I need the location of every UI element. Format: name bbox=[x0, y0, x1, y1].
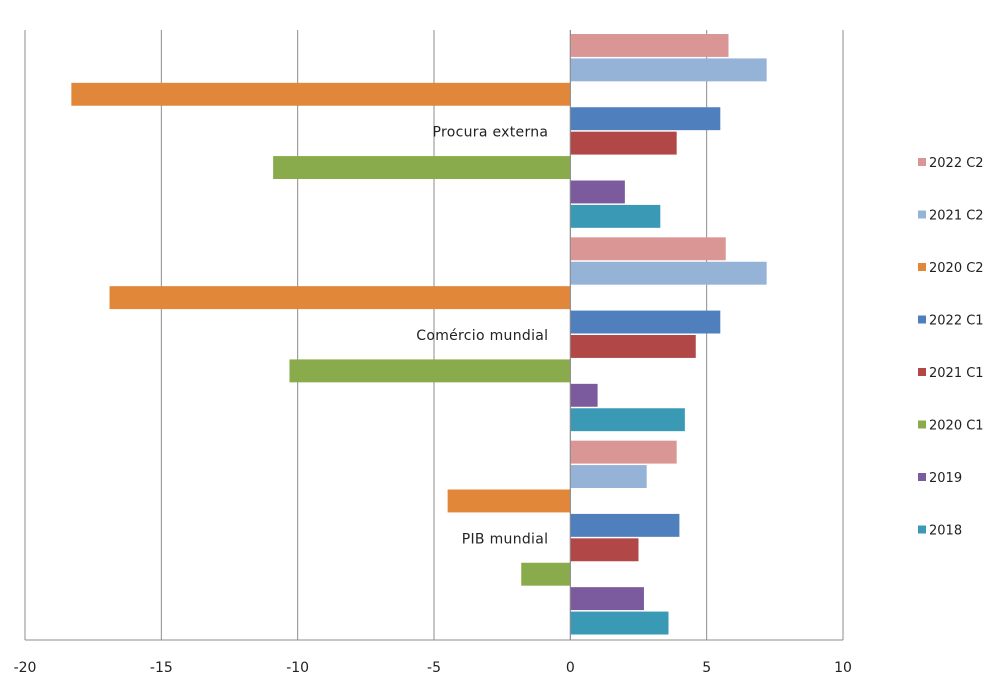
legend-swatch bbox=[918, 210, 926, 219]
x-tick-label: 10 bbox=[834, 660, 852, 676]
bar-layer bbox=[71, 34, 767, 635]
legend-swatch bbox=[918, 315, 926, 324]
bar-2019 bbox=[570, 383, 598, 407]
axis-layer: -20 -15 -10 -5 0 5 10 bbox=[14, 30, 852, 676]
bar-2021-c2 bbox=[570, 465, 647, 488]
legend-swatch bbox=[918, 158, 926, 166]
bar-2021-c1 bbox=[570, 538, 639, 562]
legend-swatch bbox=[918, 263, 926, 271]
x-tick-label: 0 bbox=[566, 660, 575, 676]
x-tick-label: -15 bbox=[150, 660, 173, 676]
bar-2021-c1 bbox=[570, 335, 696, 358]
category-label: Comércio mundial bbox=[416, 328, 548, 344]
legend-label: 2020 C1 bbox=[929, 419, 984, 434]
bar-2022-c2 bbox=[570, 440, 677, 464]
legend-swatch bbox=[918, 420, 926, 429]
bar-2019 bbox=[570, 587, 644, 611]
legend-label: 2018 bbox=[929, 524, 962, 539]
category-label: PIB mundial bbox=[462, 531, 549, 547]
legend-label: 2020 C2 bbox=[929, 261, 984, 276]
bar-2018 bbox=[570, 611, 669, 635]
x-tick-label: -5 bbox=[427, 660, 441, 676]
legend-swatch bbox=[918, 473, 926, 481]
bar-2018 bbox=[570, 408, 685, 432]
bar-2021-c2 bbox=[570, 58, 767, 82]
bar-2022-c1 bbox=[570, 513, 680, 537]
x-tick-label: 5 bbox=[702, 660, 711, 676]
bar-2020-c2 bbox=[71, 82, 571, 106]
legend-label: 2021 C2 bbox=[929, 209, 984, 224]
bar-2021-c1 bbox=[570, 131, 677, 155]
bar-2022-c2 bbox=[570, 34, 729, 57]
bar-2022-c1 bbox=[570, 107, 721, 131]
bar-2020-c2 bbox=[447, 489, 571, 513]
bar-2018 bbox=[570, 204, 661, 228]
legend-label: 2022 C2 bbox=[929, 156, 984, 171]
legend-label: 2022 C1 bbox=[929, 314, 984, 329]
bar-2022-c1 bbox=[570, 310, 721, 334]
category-label-layer: Procura externa Comércio mundial PIB mundi… bbox=[416, 125, 548, 548]
bar-2021-c2 bbox=[570, 261, 767, 285]
legend-swatch bbox=[918, 525, 926, 534]
legend-swatch bbox=[918, 368, 926, 376]
bar-2020-c1 bbox=[521, 562, 571, 586]
bar-2020-c2 bbox=[109, 286, 571, 310]
bar-2022-c2 bbox=[570, 237, 726, 261]
x-tick-label: -10 bbox=[286, 660, 309, 676]
x-tick-label: -20 bbox=[14, 660, 37, 676]
legend-label: 2021 C1 bbox=[929, 366, 984, 381]
legend: 2022 C2 2021 C2 2020 C2 2022 C1 2021 C1 2020 … bbox=[918, 156, 984, 539]
legend-label: 2019 bbox=[929, 471, 962, 486]
bar-2019 bbox=[570, 180, 625, 204]
bar-2020-c1 bbox=[273, 156, 571, 179]
bar-2020-c1 bbox=[289, 359, 571, 383]
category-label: Procura externa bbox=[433, 125, 549, 141]
